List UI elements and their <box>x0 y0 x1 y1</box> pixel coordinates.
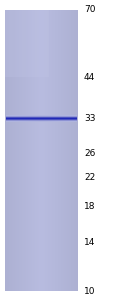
Text: 44: 44 <box>84 73 95 82</box>
Text: 70: 70 <box>84 5 95 14</box>
Text: 18: 18 <box>84 202 95 210</box>
Text: 26: 26 <box>84 149 95 158</box>
Text: 14: 14 <box>84 238 95 247</box>
Text: 10: 10 <box>84 286 95 295</box>
Text: 22: 22 <box>84 173 95 181</box>
Text: 33: 33 <box>84 114 95 123</box>
